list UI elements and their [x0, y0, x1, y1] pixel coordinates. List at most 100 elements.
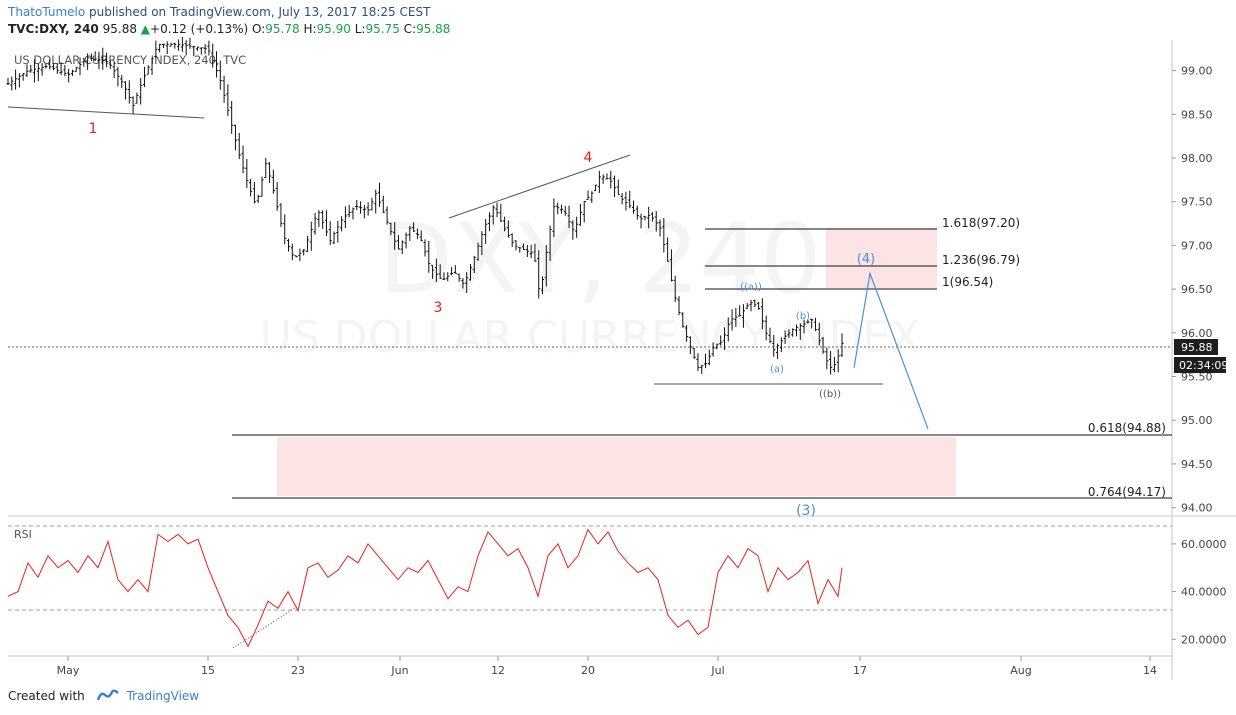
price-bar [165, 41, 169, 55]
price-bar [487, 212, 492, 232]
trendline-wave-4[interactable] [448, 154, 631, 219]
target-zone-3 [277, 437, 956, 496]
wave-label-4: 4 [584, 150, 593, 166]
price-bar [321, 210, 325, 229]
price-bar [192, 45, 196, 57]
price-bar [279, 203, 283, 227]
price-bar [635, 205, 639, 220]
price-bar [108, 60, 112, 70]
footer: Created with TradingView [8, 689, 199, 704]
price-bar [305, 235, 310, 252]
low-value: 95.75 [365, 22, 400, 36]
publish-info: ThatoTumelo published on TradingView.com… [8, 5, 430, 19]
price-bar [366, 202, 370, 216]
price-bar [537, 250, 541, 299]
price-bar [430, 264, 435, 279]
price-bar [760, 298, 764, 330]
tradingview-brand[interactable]: TradingView [126, 689, 200, 703]
price-bar [230, 101, 234, 134]
price-bar [829, 351, 833, 375]
price-bar [650, 211, 655, 222]
rsi-axis[interactable]: 20.0000 40.0000 60.0000 [1172, 538, 1227, 646]
price-bar [358, 201, 363, 214]
open-value: 95.78 [265, 22, 300, 36]
author-name[interactable]: ThatoTumelo [8, 5, 86, 19]
price-bar [169, 42, 173, 47]
low-label: L: [354, 22, 366, 36]
price-bar [609, 170, 613, 189]
time-tick-label: Aug [1010, 664, 1031, 677]
symbol-quote: TVC:DXY, 240 95.88 ▲+0.12 (+0.13%) O:95.… [8, 22, 450, 36]
price-bar [597, 170, 601, 193]
fib-label-1618: 1.618(97.20) [942, 216, 1020, 230]
price-bar [70, 69, 75, 76]
price-bar [343, 206, 347, 229]
price-bar [468, 264, 473, 281]
price-bar [476, 242, 480, 261]
price-bar [453, 265, 457, 274]
price-bar [669, 249, 674, 282]
price-bar [40, 63, 44, 76]
price-bar [700, 364, 704, 374]
price-bar [506, 220, 510, 238]
price-bars[interactable] [6, 37, 844, 375]
price-bar [63, 64, 67, 77]
wave-projection[interactable] [853, 271, 929, 430]
price-bar [684, 325, 689, 342]
rsi-pane[interactable] [8, 520, 1172, 656]
price-bar [218, 60, 222, 90]
price-pane[interactable] [8, 40, 1172, 512]
target-zone-4 [826, 228, 937, 288]
price-bar [139, 77, 143, 105]
price-tick-label: 98.00 [1181, 152, 1213, 165]
price-bar [768, 327, 772, 344]
rsi-trendline[interactable] [232, 605, 299, 649]
price-bar [150, 57, 154, 75]
price-bar [10, 76, 14, 91]
price-bar [362, 205, 366, 219]
last-price: 95.88 [102, 22, 137, 36]
price-bar [449, 267, 454, 276]
price-bar [567, 205, 571, 229]
price-bar [131, 96, 135, 114]
price-bar [370, 197, 374, 211]
price-bar [442, 272, 446, 281]
price-tick-label: 97.50 [1181, 196, 1213, 209]
time-axis[interactable]: May 15 23 Jun 12 20 Jul 17 Aug 14 [57, 656, 1157, 677]
price-bar [529, 244, 533, 259]
price-bar [480, 231, 484, 256]
price-bar [302, 248, 306, 256]
price-bar [787, 329, 791, 338]
price-bar [6, 77, 10, 85]
close-value: 95.88 [416, 22, 451, 36]
price-bar [711, 342, 715, 357]
price-bar [612, 175, 617, 198]
price-bar [461, 277, 465, 289]
price-bar [32, 59, 37, 83]
price-bar [336, 220, 340, 243]
rsi-tick-label: 40.0000 [1181, 586, 1227, 599]
price-bar [59, 62, 63, 75]
price-bar [810, 318, 814, 329]
price-bar [203, 44, 207, 54]
price-bar [112, 62, 116, 78]
price-change: +0.12 (+0.13%) [150, 22, 249, 36]
rsi-line[interactable] [7, 528, 843, 648]
price-axis[interactable]: 94.00 94.50 95.00 95.50 96.00 96.50 97.00 97.50… [1172, 65, 1213, 515]
price-bar [374, 189, 378, 214]
trendline-wave-1[interactable] [7, 106, 205, 119]
price-bar [628, 190, 632, 209]
price-bar [351, 207, 355, 220]
tradingview-logo-icon[interactable] [96, 689, 119, 704]
published-text: published on TradingView.com, July 13, 2… [89, 5, 431, 19]
price-bar [840, 333, 844, 358]
price-bar [97, 51, 101, 70]
price-bar [51, 63, 56, 71]
price-bar [29, 64, 33, 73]
price-bar [605, 173, 609, 180]
countdown-badge-text: 02:34:09 [1179, 359, 1228, 372]
price-bar [328, 221, 332, 245]
price-bar [590, 191, 594, 203]
price-bar [44, 63, 48, 69]
